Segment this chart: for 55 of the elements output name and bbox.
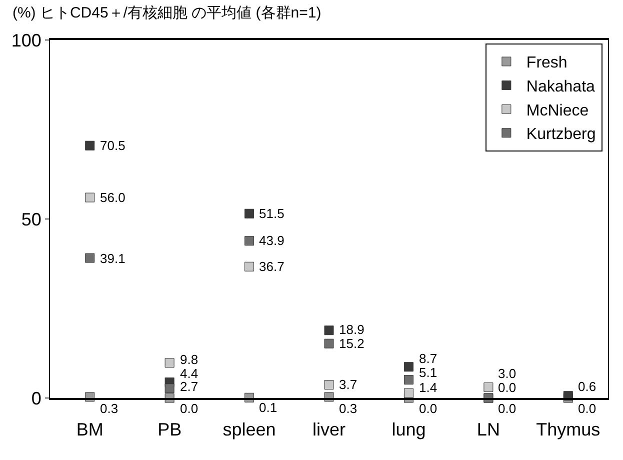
y-tick-label: 50 [21,209,42,230]
legend-label: Nakahata [526,78,596,96]
data-label: 0.1 [259,400,278,415]
data-label: 0.0 [419,401,438,416]
legend-label: Kurtzberg [526,126,596,144]
data-label: 5.1 [419,365,438,380]
x-tick-label: LN [476,420,500,440]
data-label: 8.7 [419,351,438,366]
data-label: 0.0 [498,401,516,416]
data-label: 0.6 [578,379,596,394]
point [164,384,174,394]
point [244,236,254,246]
x-tick-label: PB [158,420,182,440]
point [324,338,334,348]
data-label: 18.9 [339,322,364,337]
point [404,374,414,384]
data-label: 0.3 [339,401,358,416]
point [484,382,494,392]
data-label: 0.3 [100,401,118,416]
x-tick-label: BM [76,420,104,440]
point [85,140,95,150]
legend-label: McNiece [526,102,589,120]
chart-title: (%) ヒトCD45＋/有核細胞 の平均値 (各群n=1) [12,4,322,22]
y-tick-label: 0 [31,388,42,408]
data-label: 36.7 [259,259,284,274]
data-label: 2.7 [180,379,198,394]
point [85,253,95,263]
point [244,208,254,218]
data-label: 0.0 [578,401,596,416]
data-label: 0.0 [180,401,198,416]
data-label: 3.0 [498,366,516,381]
y-tick-label: 100 [11,30,42,50]
data-label: 15.2 [339,336,364,351]
point [164,358,174,368]
data-label: 4.4 [180,366,198,381]
data-label: 9.8 [180,352,198,367]
point [404,362,414,372]
data-label: 70.5 [100,138,126,153]
x-tick-label: Thymus [536,420,600,440]
data-label: 1.4 [419,380,438,395]
x-tick-label: lung [392,420,426,440]
point [244,262,254,272]
data-label: 0.0 [498,380,516,395]
point [324,326,334,336]
data-label: 43.9 [259,233,284,248]
x-tick-label: liver [312,420,346,440]
data-label: 3.7 [339,377,358,392]
data-label: 56.0 [100,190,126,205]
data-label: 39.1 [100,251,126,266]
x-tick-label: spleen [222,420,276,440]
legend-label: Fresh [526,54,568,72]
point [85,192,95,202]
point [404,388,414,398]
point [324,380,334,390]
data-label: 51.5 [259,206,284,221]
